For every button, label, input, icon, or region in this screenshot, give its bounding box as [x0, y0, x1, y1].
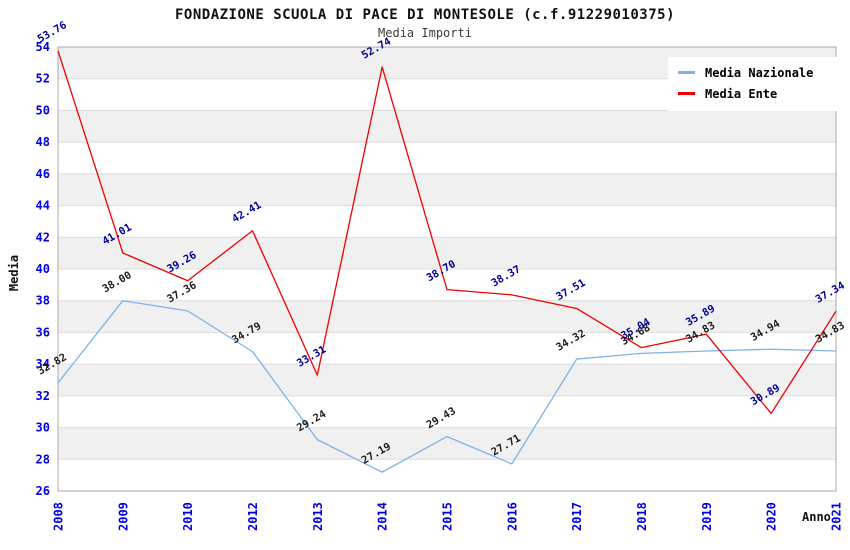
- y-tick-label: 44: [36, 199, 50, 213]
- x-tick-label: 2020: [765, 502, 779, 531]
- legend-item-media-nazionale: Media Nazionale: [678, 62, 846, 83]
- x-axis-title: Anno: [802, 510, 831, 524]
- y-axis-tick-labels: 26 28 30 32 34 36 38 40 42 44 46 48 50 52 54: [36, 40, 50, 498]
- y-tick-label: 34: [36, 357, 50, 371]
- x-tick-label: 2014: [376, 502, 390, 531]
- y-tick-label: 26: [36, 484, 50, 498]
- y-tick-label: 36: [36, 325, 50, 339]
- legend-label-media-nazionale: Media Nazionale: [705, 65, 814, 80]
- y-tick-label: 54: [36, 40, 50, 54]
- y-tick-label: 42: [36, 230, 50, 244]
- x-tick-label: 2015: [441, 502, 455, 531]
- chart-title: FONDAZIONE SCUOLA DI PACE DI MONTESOLE (…: [174, 7, 675, 23]
- legend-item-media-ente: Media Ente: [678, 83, 846, 104]
- y-tick-label: 52: [36, 72, 50, 86]
- chart-subtitle: Media Importi: [378, 26, 472, 40]
- legend-label-media-ente: Media Ente: [705, 86, 778, 101]
- y-tick-label: 38: [36, 294, 50, 308]
- x-tick-label: 2010: [181, 502, 195, 531]
- x-tick-label: 2009: [116, 502, 130, 531]
- plot-bands: [58, 47, 836, 491]
- x-tick-label: 2019: [700, 502, 714, 531]
- x-tick-label: 2013: [311, 502, 325, 531]
- series-line-media-ente: [57, 50, 837, 415]
- value-label: 53.76: [36, 19, 69, 45]
- y-tick-label: 50: [36, 103, 50, 117]
- y-tick-label: 32: [36, 389, 50, 403]
- media-nazionale-line-swatch: [678, 71, 695, 74]
- y-tick-label: 30: [36, 421, 50, 435]
- x-tick-label: 2017: [570, 502, 584, 531]
- series-line-media-nazionale: [57, 300, 837, 473]
- y-tick-label: 28: [36, 452, 50, 466]
- x-tick-label: 2008: [52, 502, 66, 531]
- y-tick-label: 40: [36, 262, 50, 276]
- x-axis-tick-labels: 2008 2009 2010 2012 2013 2014 2015 2016 2017 2018…: [52, 502, 844, 531]
- y-axis-title: Media: [7, 254, 21, 292]
- y-tick-label: 48: [36, 135, 50, 149]
- x-tick-label: 2021: [830, 502, 844, 531]
- media-ente-line-swatch: [678, 92, 695, 95]
- gridlines: [58, 78, 836, 460]
- x-tick-label: 2016: [505, 502, 519, 531]
- x-tick-label: 2012: [246, 502, 260, 531]
- legend: Media Nazionale Media Ente: [668, 57, 846, 111]
- y-tick-label: 46: [36, 167, 50, 181]
- plot-border: [57, 46, 837, 492]
- x-tick-label: 2018: [635, 502, 649, 531]
